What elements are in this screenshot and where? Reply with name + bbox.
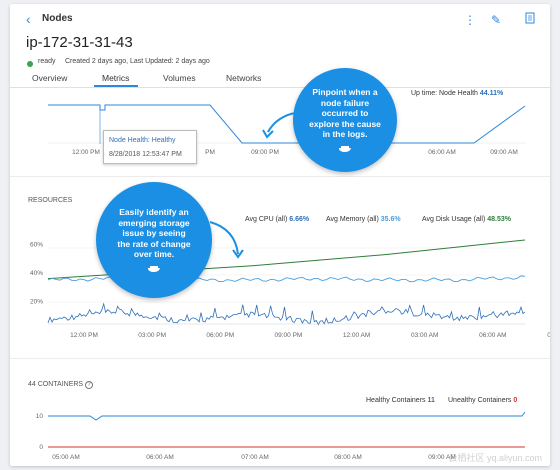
cpu-value: 6.66% (289, 216, 310, 223)
callout-line: occurred to (321, 108, 369, 119)
resources-x-tick-label: 12:00 PM (70, 332, 98, 339)
memory-label: Avg Memory (all) (326, 216, 379, 223)
resources-x-tick-label: 03:00 AM (411, 332, 438, 339)
health-x-tick-label: PM (205, 149, 215, 156)
containers-x-tick-label: 07:00 AM (241, 454, 268, 461)
callout-line: explore the cause (309, 118, 381, 129)
tab-overview[interactable]: Overview (32, 73, 68, 83)
callout-line: emerging storage (118, 217, 190, 228)
unhealthy-containers-label: Unealthy Containers (448, 397, 512, 404)
uptime-stat: Up time: Node Health 44.11% (411, 90, 503, 97)
callout-line: the rate of change (117, 238, 191, 249)
health-x-tick-label: 09:00 AM (490, 149, 517, 156)
help-circle-icon[interactable]: ? (85, 381, 94, 389)
disk-stat: Avg Disk Usage (all) 48.53% (422, 216, 511, 223)
tooltip-title: Node Health: Healthy (109, 137, 176, 144)
health-tooltip: Node Health: Healthy 8/28/2018 12:53:47 … (103, 130, 197, 164)
memory-value: 35.6% (380, 216, 401, 223)
resources-y-tick-label: 20% (30, 298, 43, 305)
status-dot-icon (27, 61, 33, 67)
containers-x-tick-label: 06:00 AM (146, 454, 173, 461)
section-divider (10, 358, 550, 359)
resources-callout-bubble: Easily identify an emerging storage issu… (96, 182, 212, 298)
resources-y-tick-label: 40% (30, 270, 43, 277)
callout-line: over time. (133, 249, 175, 260)
health-x-tick-label: 12:00 PM (72, 149, 100, 156)
unhealthy-containers-value: 0 (513, 397, 518, 404)
healthy-containers-stat: Healthy Containers 11 (366, 397, 435, 404)
health-x-tick-label: 09:00 PM (251, 149, 279, 156)
edit-pencil-icon[interactable]: ✎ (490, 13, 502, 27)
tab-networks[interactable]: Networks (226, 73, 262, 83)
callout-line: in the logs. (322, 129, 368, 140)
health-x-tick-label: 06:00 AM (428, 149, 455, 156)
containers-x-tick-label: 05:00 AM (52, 454, 79, 461)
cpu-series-line (47, 302, 526, 326)
page-title: ip-172-31-31-43 (26, 34, 133, 51)
containers-chart: 10 0 05:00 AM 06:00 AM 07:00 AM 08:00 AM 09:0… (36, 411, 526, 461)
healthy-containers-series-line (48, 411, 526, 421)
disk-label: Avg Disk Usage (all) (422, 216, 486, 223)
resources-x-tick-label: 12:00 AM (343, 332, 370, 339)
callout-line: issue by seeing (122, 228, 186, 239)
resources-x-tick-label: 09:00 AM (547, 332, 550, 339)
resources-x-tick-label: 03:00 PM (138, 332, 166, 339)
tooltip-timestamp: 8/28/2018 12:53:47 PM (109, 151, 182, 158)
uptime-value: 44.11% (479, 90, 504, 97)
docker-whale-icon (148, 265, 160, 272)
containers-y-tick-label: 10 (36, 413, 44, 420)
callout-line: node failure (320, 97, 370, 108)
cpu-stat: Avg CPU (all) 6.66% (245, 216, 309, 223)
tab-volumes[interactable]: Volumes (163, 73, 196, 83)
healthy-containers-label: Healthy Containers (366, 397, 426, 404)
health-callout-bubble: Pinpoint when a node failure occurred to… (293, 68, 397, 172)
logs-document-icon[interactable] (522, 12, 538, 28)
memory-stat: Avg Memory (all) 35.6% (326, 216, 401, 223)
section-divider (10, 176, 550, 177)
resources-y-tick-label: 60% (30, 241, 43, 248)
active-tab-indicator (94, 85, 138, 87)
node-detail-card: ‹ Nodes ⋮ ✎ ip-172-31-31-43 ready Create… (10, 4, 550, 466)
docker-whale-icon (339, 145, 351, 152)
disk-value: 48.53% (487, 216, 511, 223)
more-vertical-icon[interactable]: ⋮ (464, 13, 476, 27)
resources-section-title: RESOURCES (28, 197, 73, 204)
unhealthy-containers-stat: Unealthy Containers 0 (448, 397, 517, 404)
containers-x-tick-label: 09:00 AM (428, 454, 455, 461)
cpu-label: Avg CPU (all) (245, 216, 288, 223)
resources-x-tick-label: 09:00 PM (275, 332, 303, 339)
resources-x-tick-label: 06:00 PM (206, 332, 234, 339)
callout-line: Pinpoint when a (312, 87, 378, 98)
tab-metrics[interactable]: Metrics (102, 73, 130, 83)
healthy-containers-value: 11 (427, 397, 435, 404)
uptime-label: Up time: Node Health (411, 90, 478, 97)
tabs-divider (10, 87, 550, 88)
containers-x-tick-label: 08:00 AM (334, 454, 361, 461)
callout-line: Easily identify an (119, 207, 189, 218)
breadcrumb[interactable]: Nodes (42, 13, 73, 24)
containers-count-label: 44 CONTAINERS (28, 381, 84, 388)
status-badge: ready (38, 58, 56, 65)
node-meta: Created 2 days ago, Last Updated: 2 days… (65, 58, 210, 65)
watermark: 云栖社区 yq.aliyun.com (448, 453, 542, 463)
back-chevron-icon[interactable]: ‹ (26, 11, 31, 27)
containers-section-title: 44 CONTAINERS ? (28, 381, 94, 389)
resources-x-tick-label: 06:00 AM (479, 332, 506, 339)
containers-y-tick-label: 0 (39, 444, 43, 451)
